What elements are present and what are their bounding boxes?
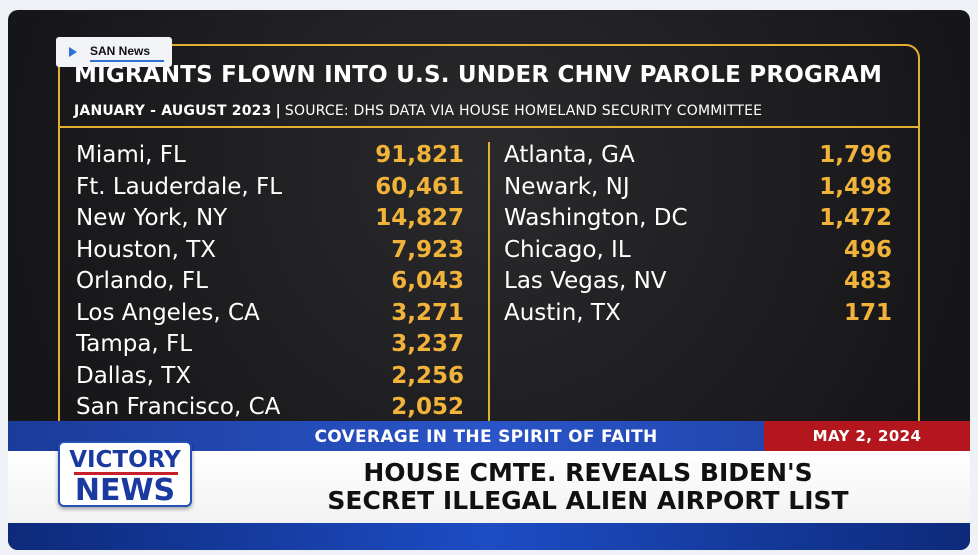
headline-line-2: SECRET ILLEGAL ALIEN AIRPORT LIST xyxy=(327,486,849,515)
table-row: Dallas, TX 2,256 xyxy=(76,363,464,395)
date-badge: MAY 2, 2024 xyxy=(764,421,970,451)
city-name: Las Vegas, NV xyxy=(504,268,667,294)
table-row: Houston, TX 7,923 xyxy=(76,237,464,269)
tagline-text: COVERAGE IN THE SPIRIT OF FAITH xyxy=(314,427,658,447)
city-name: Ft. Lauderdale, FL xyxy=(76,173,283,200)
city-value: 14,827 xyxy=(375,205,464,231)
city-value: 483 xyxy=(843,268,892,294)
left-column: Miami, FL 91,821 Ft. Lauderdale, FL 60,461… xyxy=(76,142,464,426)
table-row: Orlando, FL 6,043 xyxy=(76,268,464,300)
city-value: 3,237 xyxy=(391,331,464,357)
table-row: San Francisco, CA 2,052 xyxy=(76,394,464,426)
table-row: Miami, FL 91,821 xyxy=(76,142,464,174)
city-value: 91,821 xyxy=(375,142,464,168)
city-name: Orlando, FL xyxy=(76,268,208,294)
city-name: New York, NY xyxy=(76,205,228,231)
city-name: Dallas, TX xyxy=(76,362,192,389)
city-name: Austin, TX xyxy=(504,299,621,326)
logo-line-1: VICTORY xyxy=(69,447,181,473)
city-value: 7,923 xyxy=(391,236,464,263)
table-row: New York, NY 14,827 xyxy=(76,205,464,237)
city-name: Miami, FL xyxy=(76,142,186,168)
tagline-strip: COVERAGE IN THE SPIRIT OF FAITH MAY 2, 2… xyxy=(8,421,970,451)
headline-line-1: HOUSE CMTE. REVEALS BIDEN'S xyxy=(363,458,813,487)
logo-line-2: NEWS xyxy=(74,473,176,508)
city-value: 1,796 xyxy=(819,142,892,168)
city-value: 3,271 xyxy=(391,299,464,326)
city-value: 1,472 xyxy=(819,205,892,231)
table-row: Chicago, IL 496 xyxy=(504,237,892,269)
source-badge: SAN News xyxy=(56,37,172,67)
city-name: Tampa, FL xyxy=(76,331,193,357)
subtitle-source: SOURCE: DHS DATA VIA HOUSE HOMELAND SECU… xyxy=(284,103,763,119)
city-name: Newark, NJ xyxy=(504,173,630,200)
table-row: Washington, DC 1,472 xyxy=(504,205,892,237)
table-row: Atlanta, GA 1,796 xyxy=(504,142,892,174)
city-name: Houston, TX xyxy=(76,236,217,263)
headline: HOUSE CMTE. REVEALS BIDEN'S SECRET ILLEG… xyxy=(268,459,908,515)
video-frame: MIGRANTS FLOWN INTO U.S. UNDER CHNV PARO… xyxy=(8,10,970,550)
city-name: Atlanta, GA xyxy=(504,142,635,168)
chart-subtitle: JANUARY - AUGUST 2023 | SOURCE: DHS DATA V… xyxy=(74,103,762,119)
column-divider xyxy=(488,142,490,432)
city-name: Chicago, IL xyxy=(504,236,631,263)
table-row: Las Vegas, NV 483 xyxy=(504,268,892,300)
city-value: 2,256 xyxy=(391,362,464,389)
table-row: Austin, TX 171 xyxy=(504,300,892,332)
city-name: San Francisco, CA xyxy=(76,394,281,420)
subtitle-date: JANUARY - AUGUST 2023 xyxy=(74,103,272,119)
city-value: 496 xyxy=(843,236,892,263)
logo-stripe xyxy=(74,472,178,475)
city-value: 6,043 xyxy=(391,268,464,294)
bottom-bar xyxy=(8,523,970,550)
table-row: Tampa, FL 3,237 xyxy=(76,331,464,363)
data-panel: MIGRANTS FLOWN INTO U.S. UNDER CHNV PARO… xyxy=(58,44,920,464)
badge-underline xyxy=(90,60,164,62)
victory-news-logo: VICTORY NEWS xyxy=(58,441,192,508)
subtitle-separator: | xyxy=(275,103,281,119)
play-icon xyxy=(69,47,77,57)
city-name: Los Angeles, CA xyxy=(76,299,260,326)
city-value: 2,052 xyxy=(391,394,464,420)
chart-title: MIGRANTS FLOWN INTO U.S. UNDER CHNV PARO… xyxy=(74,62,883,88)
right-column: Atlanta, GA 1,796 Newark, NJ 1,498 Washing… xyxy=(504,142,892,331)
city-value: 171 xyxy=(843,299,892,326)
source-badge-label: SAN News xyxy=(90,44,151,58)
panel-header: MIGRANTS FLOWN INTO U.S. UNDER CHNV PARO… xyxy=(60,46,918,128)
table-row: Ft. Lauderdale, FL 60,461 xyxy=(76,174,464,206)
table-row: Newark, NJ 1,498 xyxy=(504,174,892,206)
table-row: Los Angeles, CA 3,271 xyxy=(76,300,464,332)
city-value: 1,498 xyxy=(819,173,892,200)
city-name: Washington, DC xyxy=(504,205,688,231)
city-value: 60,461 xyxy=(375,173,464,200)
